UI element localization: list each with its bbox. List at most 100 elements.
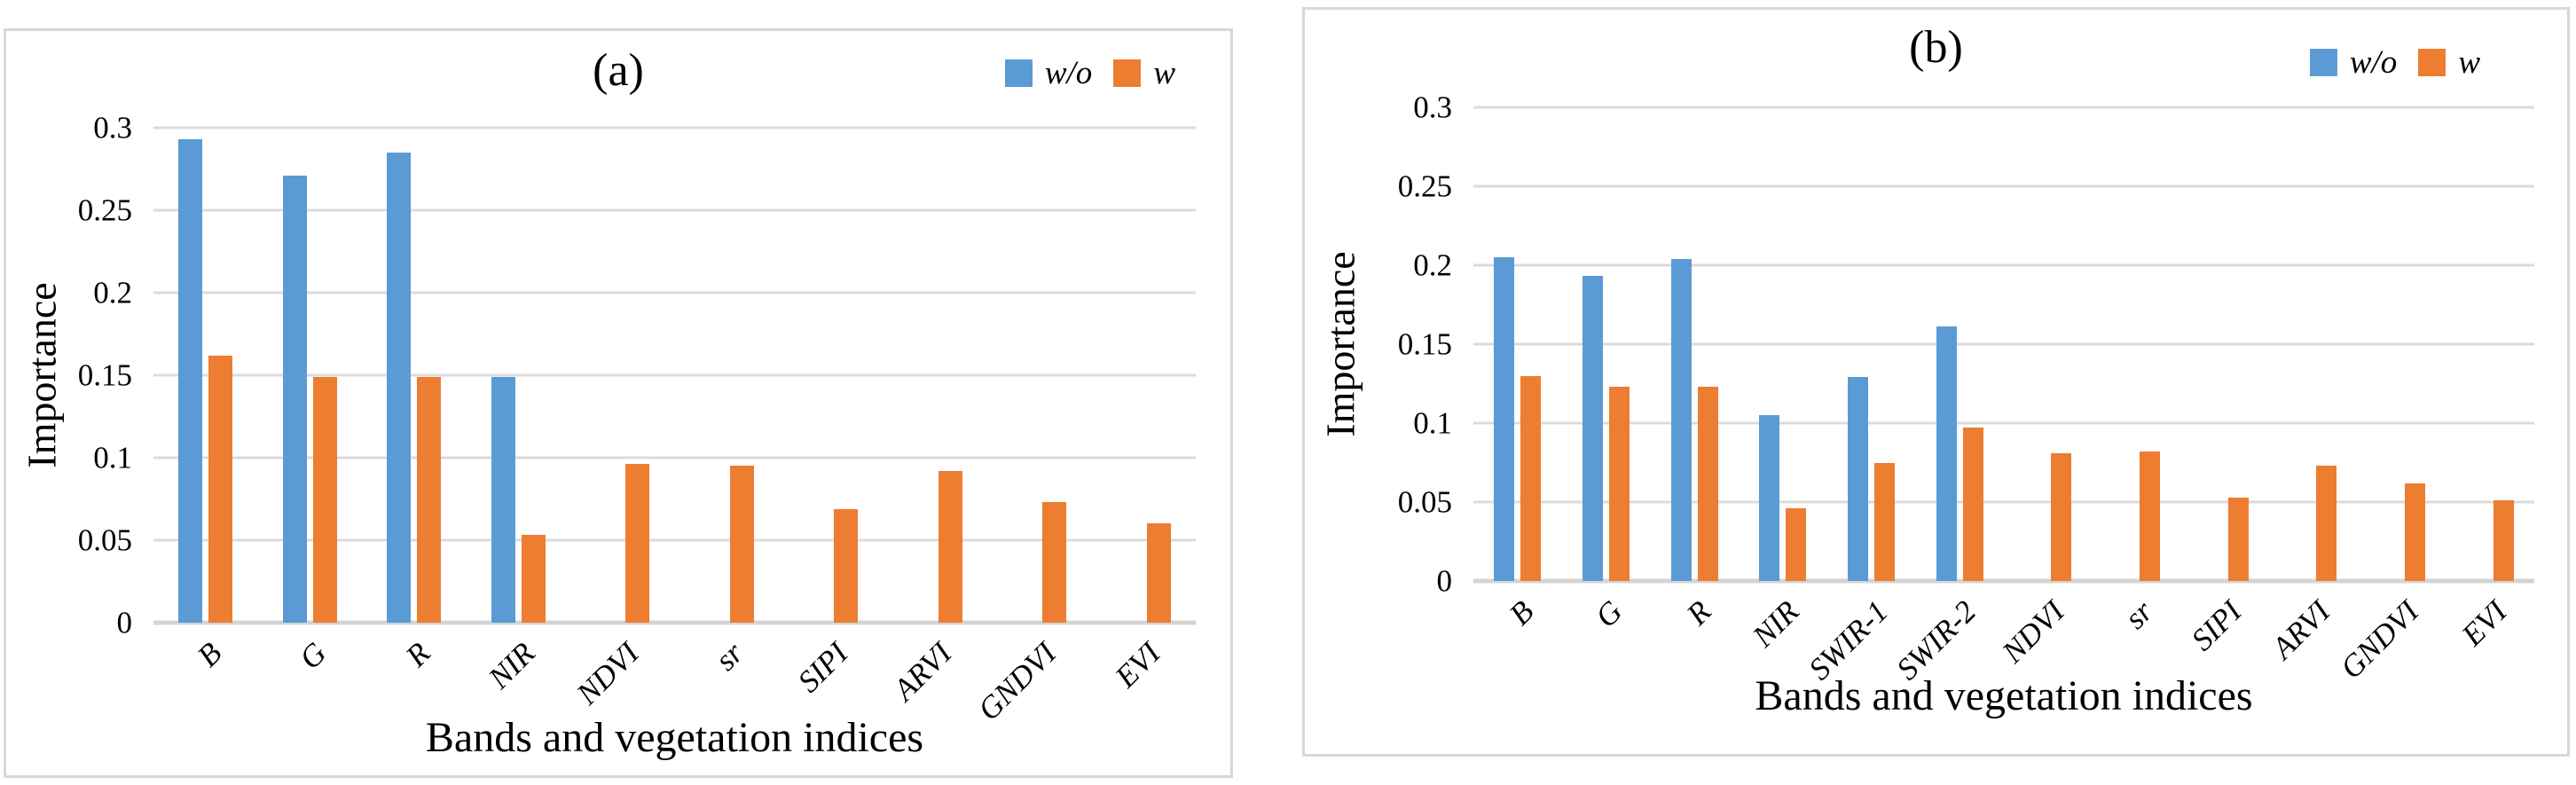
chart-panel-b: (b) w/o w Importance 0.3 0.25 0.2 0.15 0.1 0.… bbox=[1302, 7, 2570, 757]
x-tick-label: G bbox=[292, 635, 334, 677]
y-tick-label: 0 bbox=[116, 605, 133, 640]
legend: w/o w bbox=[2309, 43, 2489, 82]
bar-group-sipi bbox=[2180, 107, 2269, 581]
y-tick-label: 0.05 bbox=[77, 522, 132, 558]
bar-w-r bbox=[1697, 387, 1718, 581]
gridline bbox=[153, 291, 1196, 294]
bar-w-sipi bbox=[834, 508, 859, 623]
bar-w-arvi bbox=[2316, 466, 2337, 581]
x-tick-label: NDVI bbox=[1995, 593, 2071, 670]
gridline bbox=[1473, 106, 2534, 109]
gridline bbox=[1473, 184, 2534, 188]
legend-label-wo: w/o bbox=[2349, 44, 2398, 81]
y-axis-ticks: 0.3 0.25 0.2 0.15 0.1 0.05 0 bbox=[1305, 92, 1452, 597]
legend-label-wo: w/o bbox=[1044, 55, 1093, 91]
bar-group-swir-2 bbox=[1915, 107, 2004, 581]
bar-wo-swir-2 bbox=[1936, 326, 1957, 581]
y-tick-label: 0.2 bbox=[93, 275, 132, 310]
bar-wo-b bbox=[1494, 257, 1515, 581]
bar-group-b bbox=[153, 128, 258, 623]
bar-group-nir bbox=[1739, 107, 1827, 581]
chart-panel-a: (a) w/o w Importance 0.3 0.25 0.2 0.15 0.1 0.… bbox=[4, 28, 1233, 778]
bar-group-r bbox=[1650, 107, 1739, 581]
x-tick-label: R bbox=[1679, 593, 1718, 632]
chart-title: (b) bbox=[1909, 22, 1963, 73]
bar-w-swir-1 bbox=[1873, 462, 1895, 581]
legend-label-w: w bbox=[1153, 55, 1175, 91]
plot-area bbox=[153, 126, 1196, 625]
gridline bbox=[153, 373, 1196, 377]
x-tick-label: sr bbox=[708, 635, 750, 678]
bar-w-r bbox=[417, 376, 442, 623]
bar-w-arvi bbox=[938, 470, 962, 623]
y-tick-label: 0.25 bbox=[77, 192, 132, 228]
bar-w-g bbox=[312, 376, 337, 623]
bar-group-g bbox=[1562, 107, 1651, 581]
legend-swatch-w bbox=[2418, 49, 2446, 76]
x-tick-label: EVI bbox=[1108, 635, 1167, 695]
y-tick-label: 0 bbox=[1436, 563, 1453, 599]
bar-group-sr bbox=[2093, 107, 2181, 581]
y-tick-label: 0.3 bbox=[1413, 90, 1452, 125]
bar-group-nir bbox=[467, 128, 571, 623]
x-tick-label: ARVI bbox=[2265, 593, 2336, 666]
x-tick-label: B bbox=[1503, 593, 1541, 632]
x-axis-line bbox=[153, 620, 1196, 625]
bar-group-r bbox=[362, 128, 467, 623]
bar-w-g bbox=[1608, 387, 1630, 581]
legend-label-w: w bbox=[2458, 44, 2480, 81]
bar-group-gndvi bbox=[2358, 107, 2446, 581]
gridline bbox=[1473, 421, 2534, 425]
gridline bbox=[153, 538, 1196, 542]
bar-group-evi bbox=[2446, 107, 2534, 581]
x-tick-label: NDVI bbox=[569, 635, 646, 711]
bar-w-sr bbox=[2139, 451, 2160, 581]
x-tick-label: sr bbox=[2117, 593, 2160, 636]
y-tick-label: 0.1 bbox=[93, 440, 132, 475]
gridline bbox=[153, 126, 1196, 130]
bar-w-b bbox=[1520, 375, 1542, 581]
chart-title: (a) bbox=[593, 45, 644, 96]
bar-group-b bbox=[1473, 107, 1562, 581]
legend-swatch-wo bbox=[2309, 49, 2337, 76]
bar-w-ndvi bbox=[2051, 452, 2072, 581]
bar-group-arvi bbox=[884, 128, 988, 623]
legend-swatch-w bbox=[1113, 59, 1142, 87]
bar-w-sipi bbox=[2227, 497, 2249, 581]
bar-wo-r bbox=[1670, 258, 1692, 581]
y-tick-label: 0.2 bbox=[1413, 247, 1452, 283]
bar-wo-nir bbox=[491, 376, 515, 623]
bar-w-b bbox=[208, 355, 233, 623]
y-tick-label: 0.25 bbox=[1397, 169, 1452, 204]
bar-wo-g bbox=[1582, 276, 1603, 581]
gridline bbox=[1473, 342, 2534, 346]
bar-w-nir bbox=[521, 535, 546, 623]
x-axis-label: Bands and vegetation indices bbox=[1755, 672, 2253, 719]
bar-group-ndvi bbox=[570, 128, 675, 623]
bar-group-gndvi bbox=[987, 128, 1092, 623]
y-tick-label: 0.05 bbox=[1397, 484, 1452, 520]
bar-w-gndvi bbox=[1042, 502, 1067, 623]
bar-group-g bbox=[258, 128, 363, 623]
legend-swatch-wo bbox=[1004, 59, 1033, 87]
bar-w-evi bbox=[2493, 500, 2514, 581]
bar-wo-b bbox=[178, 139, 203, 623]
x-tick-label: SIPI bbox=[790, 635, 854, 700]
x-tick-label: NIR bbox=[1746, 593, 1806, 655]
bar-wo-nir bbox=[1759, 415, 1780, 581]
bar-wo-g bbox=[282, 175, 307, 623]
bar-group-ndvi bbox=[2004, 107, 2093, 581]
bar-w-gndvi bbox=[2404, 483, 2425, 581]
bar-w-sr bbox=[729, 466, 754, 623]
bar-w-nir bbox=[1786, 508, 1807, 581]
y-tick-label: 0.15 bbox=[77, 357, 132, 393]
x-tick-label: EVI bbox=[2454, 593, 2514, 653]
x-tick-label: B bbox=[191, 635, 229, 674]
x-axis-line bbox=[1473, 578, 2534, 584]
x-tick-label: G bbox=[1589, 593, 1630, 635]
y-tick-label: 0.15 bbox=[1397, 326, 1452, 362]
gridline bbox=[153, 456, 1196, 459]
bar-wo-swir-1 bbox=[1847, 377, 1868, 581]
bar-group-sr bbox=[675, 128, 780, 623]
bar-w-evi bbox=[1146, 523, 1171, 623]
